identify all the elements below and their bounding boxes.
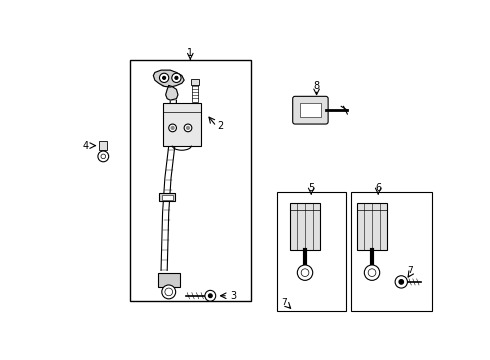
Circle shape [171,126,174,130]
FancyBboxPatch shape [293,96,328,124]
Text: 3: 3 [230,291,237,301]
Text: 5: 5 [308,183,314,193]
Text: 6: 6 [375,183,381,193]
Polygon shape [166,86,178,100]
Circle shape [165,288,172,296]
Circle shape [297,265,313,280]
Text: 4: 4 [82,141,89,150]
Bar [130,60,251,301]
Polygon shape [153,70,184,87]
Circle shape [169,124,176,132]
Bar [300,103,321,117]
Circle shape [159,73,169,82]
Bar [351,192,432,311]
Bar [290,203,320,249]
Circle shape [186,126,190,130]
Circle shape [208,294,212,298]
Circle shape [301,269,309,276]
Circle shape [368,269,376,276]
Circle shape [98,151,109,162]
Circle shape [163,76,166,80]
Circle shape [175,76,178,80]
Text: 2: 2 [217,121,223,131]
Text: 7: 7 [281,298,287,307]
Bar [192,85,198,102]
Circle shape [365,265,380,280]
Bar [357,203,388,249]
Circle shape [101,154,106,159]
Text: 7: 7 [408,266,414,275]
Bar [162,195,172,199]
Circle shape [162,285,175,299]
Bar [191,78,199,85]
Circle shape [399,280,404,284]
Bar [159,193,175,201]
Circle shape [172,73,181,82]
Bar [158,273,179,287]
Text: 1: 1 [187,48,194,58]
Bar [99,141,107,150]
Circle shape [184,124,192,132]
Circle shape [205,291,216,301]
Bar [163,103,201,145]
Circle shape [395,276,408,288]
Bar [276,192,346,311]
Text: 8: 8 [314,81,319,91]
